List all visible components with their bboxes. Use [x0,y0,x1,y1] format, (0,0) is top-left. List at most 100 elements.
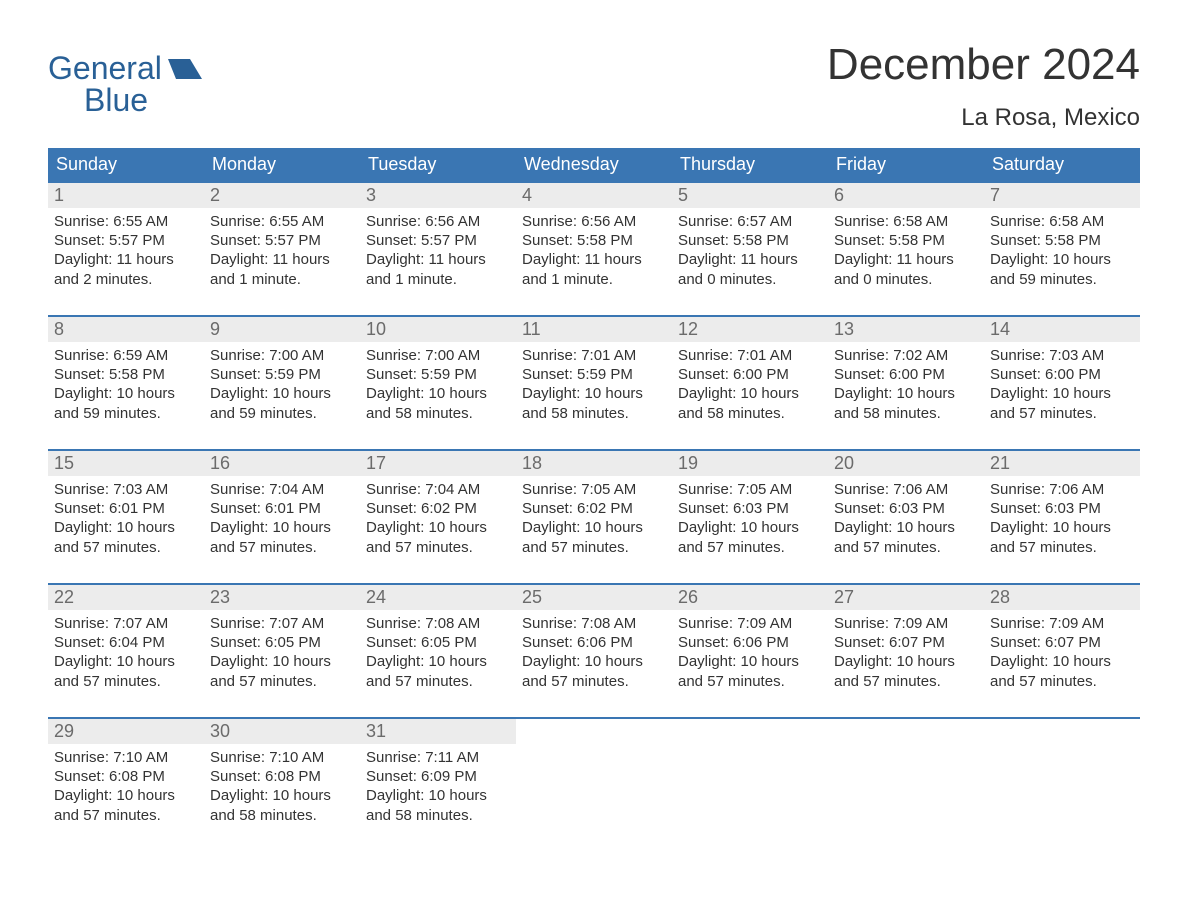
daylight-text-1: Daylight: 10 hours [522,652,666,671]
daylight-text-1: Daylight: 10 hours [678,518,822,537]
day-number-empty [672,719,828,744]
day-number-empty [516,719,672,744]
day-number-empty [828,719,984,744]
sunset-text: Sunset: 6:00 PM [834,365,978,384]
daylight-text-2: and 0 minutes. [678,270,822,289]
daylight-text-1: Daylight: 10 hours [990,518,1134,537]
day-body: Sunrise: 7:08 AMSunset: 6:06 PMDaylight:… [516,610,672,697]
daylight-text-1: Daylight: 11 hours [366,250,510,269]
day-body: Sunrise: 7:09 AMSunset: 6:07 PMDaylight:… [984,610,1140,697]
sunrise-text: Sunrise: 7:06 AM [834,480,978,499]
day-cell: 13Sunrise: 7:02 AMSunset: 6:00 PMDayligh… [828,317,984,441]
sunrise-text: Sunrise: 7:10 AM [210,748,354,767]
sunset-text: Sunset: 5:57 PM [366,231,510,250]
day-body: Sunrise: 7:10 AMSunset: 6:08 PMDaylight:… [48,744,204,831]
daylight-text-1: Daylight: 10 hours [522,518,666,537]
day-cell: 17Sunrise: 7:04 AMSunset: 6:02 PMDayligh… [360,451,516,575]
day-cell: 15Sunrise: 7:03 AMSunset: 6:01 PMDayligh… [48,451,204,575]
daylight-text-1: Daylight: 10 hours [990,652,1134,671]
day-number: 31 [360,719,516,744]
daylight-text-1: Daylight: 11 hours [522,250,666,269]
day-cell: 16Sunrise: 7:04 AMSunset: 6:01 PMDayligh… [204,451,360,575]
daylight-text-1: Daylight: 11 hours [834,250,978,269]
sunrise-text: Sunrise: 7:02 AM [834,346,978,365]
week-row: 15Sunrise: 7:03 AMSunset: 6:01 PMDayligh… [48,449,1140,575]
calendar: Sunday Monday Tuesday Wednesday Thursday… [48,148,1140,843]
day-body: Sunrise: 7:10 AMSunset: 6:08 PMDaylight:… [204,744,360,831]
weekday-cell: Sunday [48,148,204,181]
day-cell: 9Sunrise: 7:00 AMSunset: 5:59 PMDaylight… [204,317,360,441]
day-number: 9 [204,317,360,342]
day-number: 10 [360,317,516,342]
daylight-text-1: Daylight: 10 hours [366,384,510,403]
day-number: 6 [828,183,984,208]
day-number: 24 [360,585,516,610]
weeks-container: 1Sunrise: 6:55 AMSunset: 5:57 PMDaylight… [48,181,1140,843]
day-body: Sunrise: 6:57 AMSunset: 5:58 PMDaylight:… [672,208,828,295]
daylight-text-2: and 58 minutes. [834,404,978,423]
sunset-text: Sunset: 5:59 PM [366,365,510,384]
day-body: Sunrise: 6:55 AMSunset: 5:57 PMDaylight:… [204,208,360,295]
week-row: 8Sunrise: 6:59 AMSunset: 5:58 PMDaylight… [48,315,1140,441]
day-body: Sunrise: 7:07 AMSunset: 6:05 PMDaylight:… [204,610,360,697]
month-title: December 2024 [827,40,1140,90]
daylight-text-1: Daylight: 10 hours [834,518,978,537]
day-body: Sunrise: 7:04 AMSunset: 6:02 PMDaylight:… [360,476,516,563]
daylight-text-2: and 59 minutes. [990,270,1134,289]
daylight-text-2: and 57 minutes. [522,538,666,557]
title-block: December 2024 La Rosa, Mexico [827,40,1140,142]
daylight-text-2: and 1 minute. [522,270,666,289]
day-body: Sunrise: 7:08 AMSunset: 6:05 PMDaylight:… [360,610,516,697]
sunrise-text: Sunrise: 7:06 AM [990,480,1134,499]
sunset-text: Sunset: 6:01 PM [210,499,354,518]
sunset-text: Sunset: 6:05 PM [366,633,510,652]
day-number: 13 [828,317,984,342]
week-row: 22Sunrise: 7:07 AMSunset: 6:04 PMDayligh… [48,583,1140,709]
day-cell: 25Sunrise: 7:08 AMSunset: 6:06 PMDayligh… [516,585,672,709]
day-cell [672,719,828,843]
sunset-text: Sunset: 6:09 PM [366,767,510,786]
sunset-text: Sunset: 5:58 PM [54,365,198,384]
day-body: Sunrise: 7:09 AMSunset: 6:07 PMDaylight:… [828,610,984,697]
daylight-text-2: and 58 minutes. [678,404,822,423]
sunset-text: Sunset: 6:08 PM [54,767,198,786]
sunset-text: Sunset: 6:06 PM [522,633,666,652]
day-cell: 30Sunrise: 7:10 AMSunset: 6:08 PMDayligh… [204,719,360,843]
sunrise-text: Sunrise: 6:55 AM [54,212,198,231]
daylight-text-2: and 57 minutes. [990,404,1134,423]
daylight-text-2: and 58 minutes. [522,404,666,423]
weekday-cell: Friday [828,148,984,181]
day-cell: 11Sunrise: 7:01 AMSunset: 5:59 PMDayligh… [516,317,672,441]
daylight-text-2: and 58 minutes. [366,404,510,423]
day-cell: 8Sunrise: 6:59 AMSunset: 5:58 PMDaylight… [48,317,204,441]
daylight-text-1: Daylight: 10 hours [678,652,822,671]
day-body: Sunrise: 6:56 AMSunset: 5:57 PMDaylight:… [360,208,516,295]
sunrise-text: Sunrise: 7:07 AM [54,614,198,633]
day-cell: 23Sunrise: 7:07 AMSunset: 6:05 PMDayligh… [204,585,360,709]
sunset-text: Sunset: 6:00 PM [990,365,1134,384]
daylight-text-2: and 57 minutes. [678,672,822,691]
daylight-text-2: and 57 minutes. [834,672,978,691]
day-cell: 18Sunrise: 7:05 AMSunset: 6:02 PMDayligh… [516,451,672,575]
day-cell: 29Sunrise: 7:10 AMSunset: 6:08 PMDayligh… [48,719,204,843]
daylight-text-1: Daylight: 11 hours [210,250,354,269]
sunset-text: Sunset: 5:58 PM [522,231,666,250]
daylight-text-2: and 57 minutes. [366,538,510,557]
day-number: 26 [672,585,828,610]
weekday-header: Sunday Monday Tuesday Wednesday Thursday… [48,148,1140,181]
day-number: 18 [516,451,672,476]
day-number: 14 [984,317,1140,342]
sunset-text: Sunset: 6:02 PM [366,499,510,518]
sunset-text: Sunset: 6:06 PM [678,633,822,652]
sunset-text: Sunset: 6:05 PM [210,633,354,652]
weekday-cell: Saturday [984,148,1140,181]
day-body: Sunrise: 7:00 AMSunset: 5:59 PMDaylight:… [204,342,360,429]
logo-flag-icon [168,52,202,84]
day-body: Sunrise: 7:06 AMSunset: 6:03 PMDaylight:… [984,476,1140,563]
sunset-text: Sunset: 6:04 PM [54,633,198,652]
sunrise-text: Sunrise: 7:00 AM [210,346,354,365]
daylight-text-1: Daylight: 10 hours [210,384,354,403]
daylight-text-2: and 57 minutes. [990,672,1134,691]
logo-line1: General [48,52,162,84]
day-number: 23 [204,585,360,610]
